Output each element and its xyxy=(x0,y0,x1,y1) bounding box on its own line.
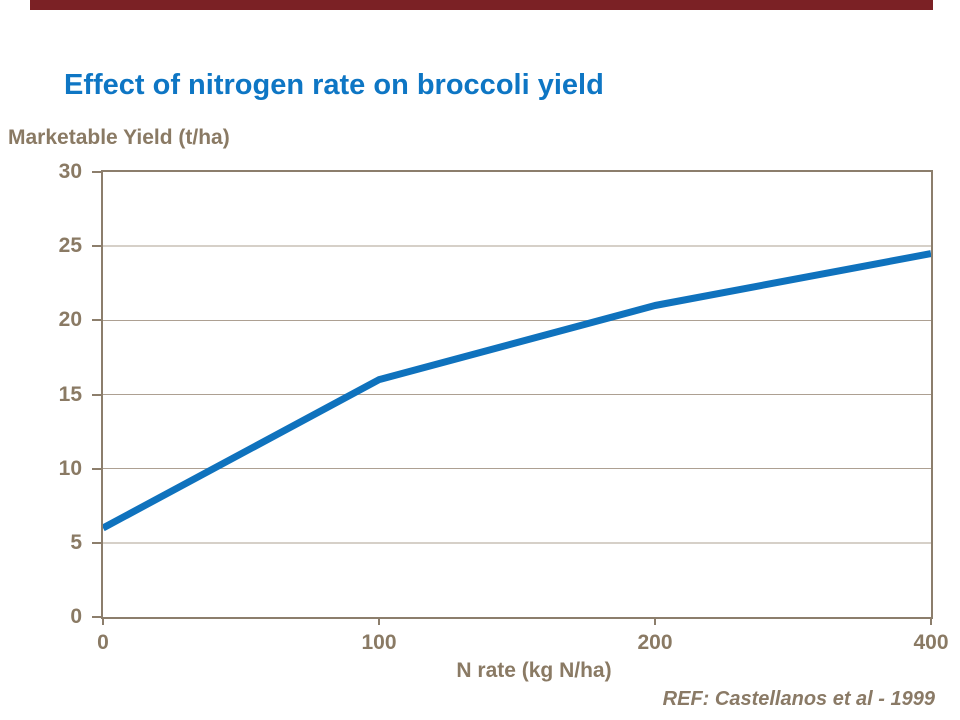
reference-citation: REF: Castellanos et al - 1999 xyxy=(662,688,935,710)
x-tick-label-100: 100 xyxy=(361,631,397,654)
x-tick-mark xyxy=(930,619,932,625)
y-tick-label-25: 25 xyxy=(58,234,82,258)
y-tick-mark xyxy=(92,616,101,618)
y-tick-label-15: 15 xyxy=(58,382,82,406)
y-tick-label-10: 10 xyxy=(58,456,82,480)
x-tick-label-0: 0 xyxy=(97,631,109,654)
top-accent-bar xyxy=(30,0,933,10)
y-tick-label-5: 5 xyxy=(70,530,82,554)
x-tick-mark xyxy=(102,619,104,625)
y-tick-mark xyxy=(92,171,101,173)
chart-canvas xyxy=(103,245,931,544)
y-tick-mark xyxy=(92,467,101,470)
plot-area xyxy=(101,170,933,619)
x-tick-label-400: 400 xyxy=(913,631,949,654)
x-tick-label-200: 200 xyxy=(637,631,673,654)
y-tick-label-20: 20 xyxy=(58,308,82,332)
x-tick-mark xyxy=(378,619,380,625)
y-tick-mark xyxy=(92,245,101,248)
y-tick-mark xyxy=(92,393,101,396)
y-tick-label-30: 30 xyxy=(58,160,82,183)
data-line-marketable-yield xyxy=(103,250,931,532)
x-axis-title: N rate (kg N/ha) xyxy=(456,659,612,682)
y-axis-title: Marketable Yield (t/ha) xyxy=(8,126,230,149)
y-tick-label-0: 0 xyxy=(70,605,82,628)
y-tick-mark xyxy=(92,319,101,322)
chart-title: Effect of nitrogen rate on broccoli yiel… xyxy=(64,69,604,101)
y-tick-mark xyxy=(92,541,101,544)
x-tick-mark xyxy=(654,619,656,625)
